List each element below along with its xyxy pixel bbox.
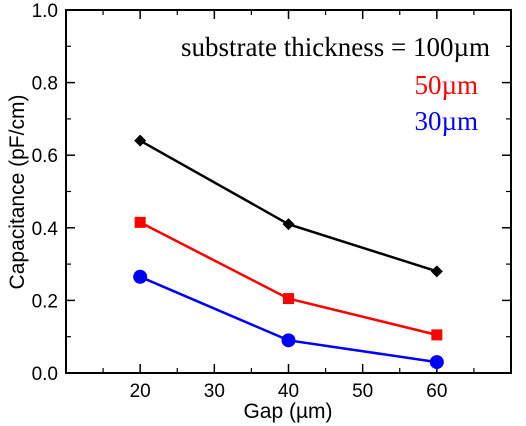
series-line-1: [139, 221, 438, 337]
y-axis-title: Capacitance (pF/cm): [6, 95, 29, 290]
x-axis-title: Gap (µm): [243, 400, 332, 423]
y-tick-label: 0.4: [32, 219, 59, 240]
legend-entry-30um: 30µm: [414, 106, 478, 136]
data-point-circle: [133, 269, 148, 284]
data-point-diamond: [430, 265, 443, 278]
series-line-2: [139, 275, 438, 364]
data-point-diamond: [282, 218, 295, 231]
data-point-square: [283, 293, 294, 305]
x-tick-label: 50: [352, 381, 373, 402]
x-tick-label: 20: [130, 381, 151, 402]
x-tick-label: 30: [204, 381, 225, 402]
axis-ticks: 20 30 40 50 60 0.0 0.2 0.4 0.6 0.8 1.0: [32, 1, 511, 402]
y-tick-label: 0.2: [32, 291, 58, 312]
x-tick-label: 60: [426, 381, 447, 402]
data-point-diamond: [134, 134, 147, 147]
y-tick-label: 0.0: [32, 364, 58, 385]
legend-entry-50um: 50µm: [414, 70, 478, 100]
data-point-circle: [429, 355, 444, 370]
series-layer: [133, 134, 444, 370]
y-tick-label: 1.0: [32, 1, 58, 22]
series-line-0: [139, 139, 438, 273]
x-tick-label: 40: [278, 381, 299, 402]
legend: substrate thickness = 100µm 50µm 30µm: [181, 32, 490, 136]
data-point-square: [134, 216, 146, 228]
data-point-square: [431, 329, 443, 341]
legend-entry-100um: substrate thickness = 100µm: [181, 32, 490, 62]
data-point-circle: [281, 333, 296, 348]
plot-frame: [65, 9, 512, 374]
y-tick-label: 0.6: [32, 146, 58, 167]
y-tick-label: 0.8: [32, 74, 58, 95]
